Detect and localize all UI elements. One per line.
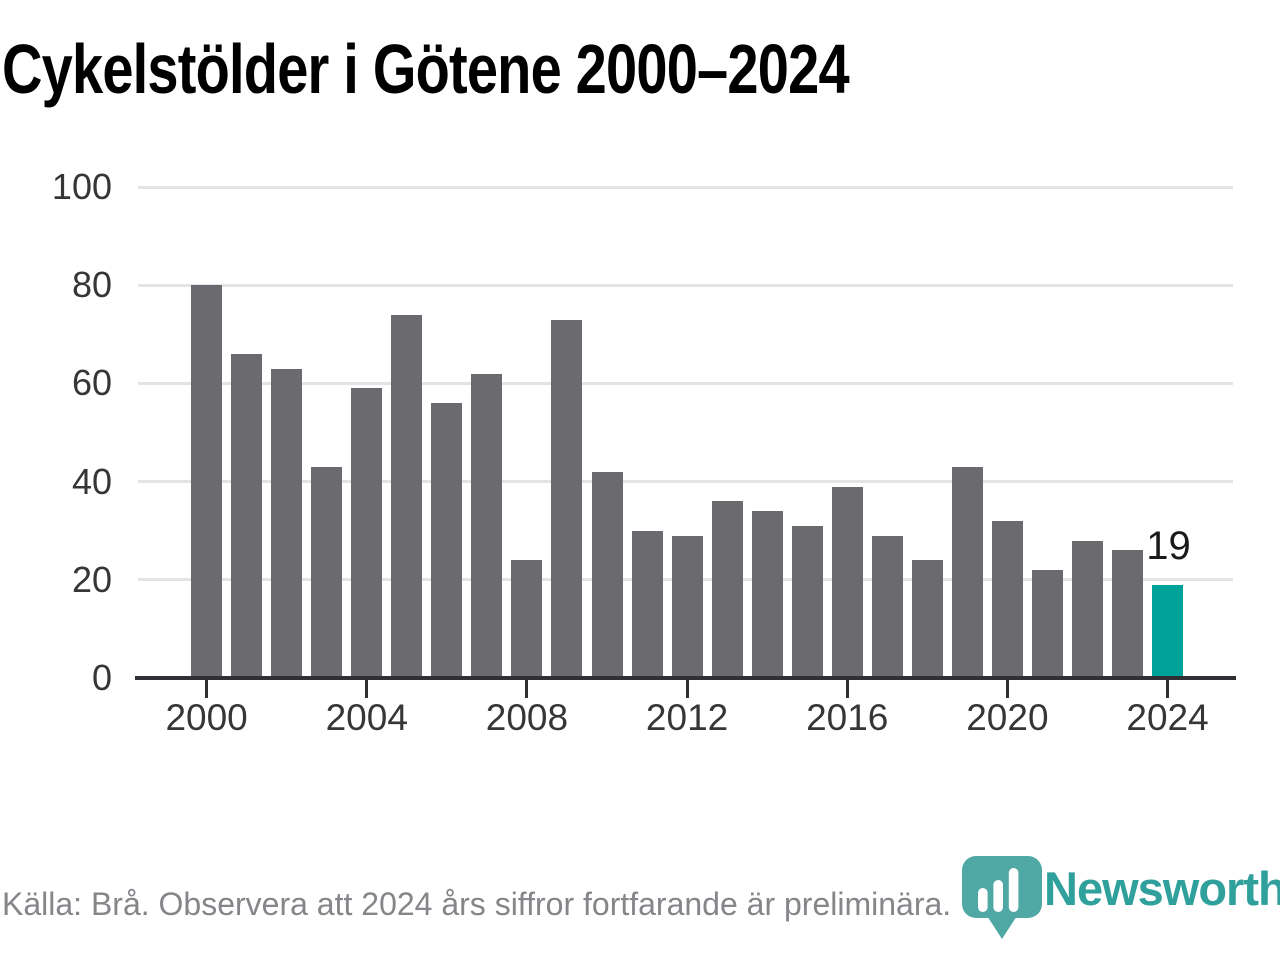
bar-2022 bbox=[1071, 540, 1103, 678]
bar-2015 bbox=[791, 525, 823, 678]
x-axis-label: 2004 bbox=[325, 697, 408, 738]
x-axis-tick-2012 bbox=[685, 680, 689, 698]
bar-2006 bbox=[431, 403, 463, 678]
chart-title: Cykelstölder i Götene 2000–2024 bbox=[2, 30, 850, 108]
x-axis-label: 2008 bbox=[485, 697, 569, 738]
bar-2008 bbox=[511, 560, 543, 678]
y-axis-label: 80 bbox=[71, 264, 112, 306]
y-axis-label: 60 bbox=[71, 362, 112, 404]
gridline-100 bbox=[138, 185, 1233, 189]
gridline-80 bbox=[138, 283, 1233, 287]
bar-2016 bbox=[831, 486, 863, 678]
bar-2005 bbox=[391, 314, 423, 678]
y-axis-label: 40 bbox=[71, 460, 112, 502]
bar-2004 bbox=[351, 388, 383, 678]
bar-chart: 0 20 40 60 80 100 2000 2004 2008 2012 2016 2020 2024… bbox=[51, 166, 1236, 738]
bar-2021 bbox=[1031, 569, 1063, 678]
x-axis-tick-2004 bbox=[365, 680, 369, 698]
x-axis-line bbox=[135, 676, 1236, 680]
source-note: Källa: Brå. Observera att 2024 års siffr… bbox=[2, 886, 952, 922]
gridline-60 bbox=[138, 381, 1233, 385]
x-axis-tick-2024 bbox=[1166, 680, 1170, 698]
x-axis-tick-2020 bbox=[1005, 680, 1009, 698]
bar-2013 bbox=[711, 501, 743, 678]
newsworthy-wordmark: Newsworthy bbox=[1044, 862, 1280, 915]
bar-value-label: 19 bbox=[1146, 523, 1191, 568]
bar-2011 bbox=[631, 530, 663, 678]
bar-2014 bbox=[751, 511, 783, 678]
y-axis-label: 20 bbox=[71, 558, 112, 600]
x-axis-label: 2012 bbox=[645, 697, 729, 738]
bar-2018 bbox=[911, 560, 943, 678]
y-axis-label: 100 bbox=[51, 166, 112, 207]
gridline-40 bbox=[138, 480, 1233, 484]
bar-2019 bbox=[951, 466, 983, 678]
newsworthy-pin-icon bbox=[962, 856, 1042, 939]
bar-2000 bbox=[191, 285, 223, 678]
bar-2001 bbox=[231, 353, 263, 678]
bar-2020 bbox=[991, 520, 1023, 678]
x-axis-tick-2000 bbox=[205, 680, 209, 698]
bar-2007 bbox=[471, 373, 503, 678]
bar-2023 bbox=[1112, 550, 1144, 678]
x-axis-label: 2000 bbox=[165, 697, 248, 738]
x-axis-tick-2016 bbox=[845, 680, 849, 698]
bar-2012 bbox=[671, 535, 703, 678]
bar-2003 bbox=[311, 466, 343, 678]
x-axis-tick-2008 bbox=[525, 680, 529, 698]
x-axis-label: 2024 bbox=[1126, 697, 1209, 738]
bar-2002 bbox=[271, 368, 303, 678]
y-axis-label: 0 bbox=[91, 657, 112, 698]
bar-2017 bbox=[871, 535, 903, 678]
bar-2009 bbox=[551, 319, 583, 678]
bar-2010 bbox=[591, 471, 623, 678]
x-axis-label: 2016 bbox=[806, 697, 889, 738]
bar-2024 bbox=[1152, 584, 1184, 678]
x-axis-label: 2020 bbox=[966, 697, 1049, 738]
